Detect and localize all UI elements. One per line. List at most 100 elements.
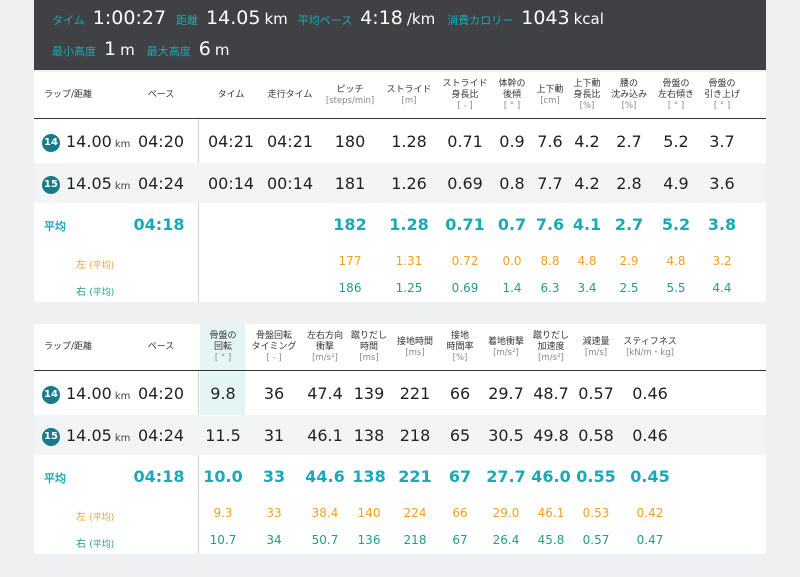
lap-pace: 04:24 (137, 426, 185, 445)
average-value: 3.8 (707, 215, 737, 234)
column-header: 骨盤の 引き上げ[ ° ] (704, 72, 740, 119)
min-altitude-unit: m (120, 41, 135, 59)
table-row[interactable]: 15 14.05 km 04:24 00:14 00:14 181 1.26 0.69 0.8 7.… (34, 163, 766, 203)
metric-value: 180 (334, 132, 366, 151)
column-header: 接地 時間率 [%] (446, 324, 473, 371)
column-header: ラップ/距離 (44, 324, 92, 371)
max-altitude-value: 6 (198, 38, 211, 60)
min-altitude-label: 最小高度 (52, 45, 96, 58)
header-label-line2: 後傾 (502, 90, 522, 100)
header-unit: [m] (401, 95, 417, 106)
average-label: 平均 (44, 472, 66, 485)
average-value: 33 (262, 467, 286, 486)
column-header: 骨盤の 回転[ ° ] (209, 324, 236, 371)
average-pace: 04:18 (133, 215, 185, 234)
metric-value: 218 (399, 426, 431, 445)
header-label: 蹴りだし (350, 331, 388, 341)
lap-distance-cell: 14 14.00 km (42, 384, 130, 406)
metric-value: 7.7 (537, 174, 563, 193)
pace-label: 平均ペース (297, 14, 353, 27)
average-value: 67 (448, 467, 472, 486)
left-value: 38.4 (311, 506, 339, 520)
column-header: 接地時間 [ms] (397, 324, 433, 371)
header-label: ペース (147, 342, 175, 352)
header-unit: [m/s²] (493, 347, 519, 358)
header-unit: [ ° ] (667, 101, 685, 111)
header-label: 上下動 (536, 84, 564, 95)
header-label: 骨盤回転 (255, 331, 293, 341)
header-label: ペース (147, 90, 175, 100)
metric-value: 30.5 (488, 426, 524, 445)
header-unit: [%] (621, 101, 637, 111)
metric-value: 1.28 (391, 132, 427, 151)
right-value: 186 (338, 281, 362, 295)
metric-value: 36 (263, 384, 285, 403)
header-unit: [steps/min] (325, 95, 375, 106)
average-row: 平均 04:18 10.0 33 44.6 138 221 67 27.7 46.0 0.55 0.4… (34, 455, 766, 500)
left-label-cell: 左 (平均) (76, 256, 114, 271)
right-label: 右 (76, 539, 86, 550)
table-row[interactable]: 14 14.00 km 04:20 04:21 04:21 180 1.28 0.71 0.9 7.… (34, 119, 766, 163)
left-average-row: 左 (平均) 9.3 33 38.4 140 224 66 29.0 46.1 0.53 0.42 (34, 500, 766, 528)
header-label: 骨盤の (708, 79, 736, 89)
left-value: 0.72 (451, 254, 479, 268)
metric-value: 46.1 (307, 426, 343, 445)
metric-value: 49.8 (533, 426, 569, 445)
average-value: 46.0 (531, 467, 571, 486)
header-unit: [m/s] (584, 347, 608, 358)
column-header: 体幹の 後傾[ ° ] (498, 72, 525, 119)
metric-value: 48.7 (533, 384, 569, 403)
left-label: 左 (76, 260, 86, 271)
lap-distance-unit: km (114, 181, 131, 192)
header-label-line2: 沈み込み (610, 90, 648, 100)
header-label-line2: 回転 (213, 342, 233, 352)
header-label: 骨盤の (662, 79, 690, 89)
calorie-value: 1043 (521, 7, 570, 29)
header-unit: [ ° ] (713, 101, 731, 111)
pace-value: 4:18 (360, 7, 403, 29)
lap-distance-cell: 14 14.00 km (42, 132, 130, 154)
left-value: 0.0 (502, 254, 522, 268)
column-header: ピッチ [steps/min] (326, 72, 374, 119)
metric-value: 0.71 (447, 132, 483, 151)
average-value: 0.7 (497, 215, 527, 234)
left-average-row: 左 (平均) 177 1.31 0.72 0.0 8.8 4.8 2.9 4.8 3.2 (34, 248, 766, 276)
right-suffix: (平均) (89, 540, 115, 550)
average-value: 5.2 (661, 215, 691, 234)
header-label-line2: 身長比 (573, 90, 601, 100)
header-unit: [kN/m・kg] (626, 347, 674, 358)
lap-distance: 14.05 (66, 174, 112, 193)
header-unit: [m/s²] (312, 353, 338, 363)
average-value: 138 (352, 467, 386, 486)
header-unit: [cm] (540, 95, 560, 106)
metric-value: 31 (263, 426, 285, 445)
average-label: 平均 (44, 220, 66, 233)
column-header: タイム (218, 72, 245, 119)
right-average-row: 右 (平均) 10.7 34 50.7 136 218 67 26.4 45.8 0.57 0.47 (34, 528, 766, 554)
header-label: ピッチ (336, 84, 364, 95)
left-suffix: (平均) (89, 513, 115, 523)
lap-distance: 14.00 (66, 384, 112, 403)
left-value: 2.9 (619, 254, 639, 268)
lap-distance-cell: 15 14.05 km (42, 426, 130, 448)
right-value: 0.69 (451, 281, 479, 295)
pace-unit: /km (406, 10, 436, 28)
distance-value: 14.05 (206, 7, 261, 29)
header-label: 上下動 (573, 79, 601, 89)
lap-table-impact: ラップ/距離 ペース 骨盤の 回転[ ° ] 骨盤回転 タイミング[ - ] 左右方向 衝撃[… (34, 324, 766, 554)
min-altitude-value: 1 (104, 38, 117, 60)
lap-pace: 04:20 (137, 384, 185, 403)
average-value: 1.28 (389, 215, 429, 234)
table-row[interactable]: 14 14.00 km 04:20 9.8 36 47.4 139 221 66 29.7 48.7 0… (34, 371, 766, 415)
header-label: ラップ/距離 (44, 90, 93, 100)
metric-value: 0.46 (632, 426, 668, 445)
header-label: タイム (217, 90, 245, 100)
metric-value: 3.7 (709, 132, 735, 151)
table-row[interactable]: 15 14.05 km 04:24 11.5 31 46.1 138 218 65 30.5 49.8… (34, 415, 766, 455)
column-header: 減速量 [m/s] (582, 324, 609, 371)
metric-value: 7.6 (537, 132, 563, 151)
right-value: 136 (357, 533, 381, 547)
table-header: ラップ/距離 ペース タイム 走行タイム ピッチ [steps/min] ストライド [m] ス… (34, 72, 766, 119)
average-pace: 04:18 (133, 467, 185, 486)
header-label-line2: 時間率 (446, 342, 474, 352)
